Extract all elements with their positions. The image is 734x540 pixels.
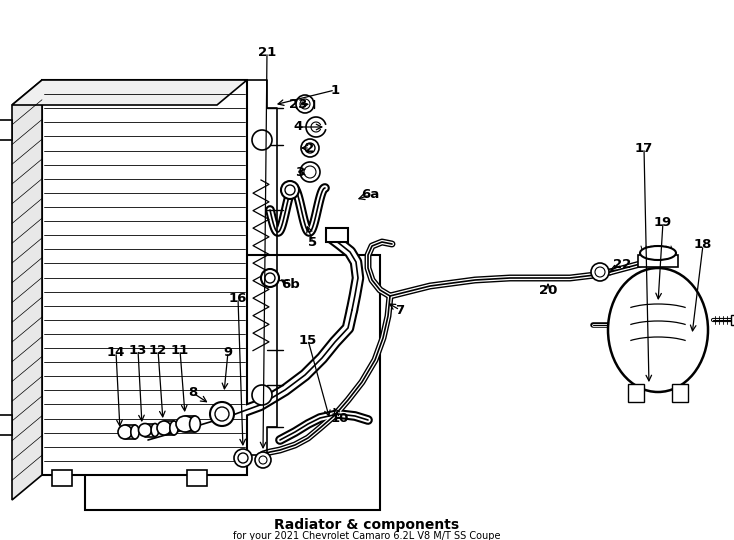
Ellipse shape: [170, 421, 178, 435]
Text: 7: 7: [396, 303, 404, 316]
Text: 11: 11: [171, 343, 189, 356]
Bar: [672, 384, 688, 402]
Circle shape: [238, 453, 248, 463]
Ellipse shape: [139, 423, 151, 436]
Ellipse shape: [131, 425, 139, 439]
Ellipse shape: [157, 421, 171, 435]
Text: 1: 1: [330, 84, 340, 97]
Ellipse shape: [118, 425, 132, 439]
Circle shape: [265, 273, 275, 283]
Ellipse shape: [189, 416, 200, 432]
Circle shape: [261, 269, 279, 287]
Circle shape: [304, 166, 316, 178]
Text: 13: 13: [128, 343, 148, 356]
Circle shape: [595, 267, 605, 277]
Bar: [628, 384, 644, 402]
Text: 6b: 6b: [280, 279, 299, 292]
Bar: [42, 80, 247, 475]
Circle shape: [234, 449, 252, 467]
Text: 18: 18: [694, 239, 712, 252]
Text: 2: 2: [305, 141, 315, 154]
Circle shape: [252, 130, 272, 150]
Text: 5: 5: [308, 235, 318, 248]
Text: 9: 9: [223, 346, 233, 359]
Circle shape: [296, 95, 314, 113]
Text: for your 2021 Chevrolet Camaro 6.2L V8 M/T SS Coupe: for your 2021 Chevrolet Camaro 6.2L V8 M…: [233, 531, 501, 540]
Text: 3: 3: [295, 165, 305, 179]
Bar: [731, 315, 734, 325]
Circle shape: [285, 185, 295, 195]
Bar: [52, 470, 72, 486]
Text: 14: 14: [107, 346, 126, 359]
Bar: [187, 470, 207, 486]
Circle shape: [259, 456, 267, 464]
Text: 6a: 6a: [361, 188, 379, 201]
Text: 17: 17: [635, 141, 653, 154]
Text: 10: 10: [331, 411, 349, 424]
Circle shape: [300, 99, 310, 109]
Text: 8: 8: [189, 387, 197, 400]
Bar: [0, 120, 12, 140]
Bar: [638, 255, 678, 267]
Polygon shape: [12, 80, 247, 105]
Circle shape: [301, 139, 319, 157]
Text: 20: 20: [539, 285, 557, 298]
Circle shape: [300, 162, 320, 182]
Bar: [85, 255, 380, 510]
Circle shape: [281, 181, 299, 199]
Circle shape: [591, 263, 609, 281]
Text: 16: 16: [229, 292, 247, 305]
Text: 23: 23: [288, 98, 308, 111]
Text: Radiator & components: Radiator & components: [275, 518, 459, 532]
Bar: [326, 228, 348, 242]
Circle shape: [215, 407, 229, 421]
Ellipse shape: [608, 268, 708, 392]
Circle shape: [305, 143, 315, 153]
Text: 22: 22: [613, 259, 631, 272]
Text: 19: 19: [654, 215, 672, 228]
Text: 21: 21: [258, 45, 276, 58]
Text: 12: 12: [149, 343, 167, 356]
Circle shape: [210, 402, 234, 426]
Polygon shape: [12, 80, 42, 500]
Ellipse shape: [640, 246, 676, 260]
Ellipse shape: [176, 416, 194, 432]
Text: 15: 15: [299, 334, 317, 347]
Text: 4: 4: [294, 120, 302, 133]
Circle shape: [255, 452, 271, 468]
Bar: [0, 415, 12, 435]
Circle shape: [252, 385, 272, 405]
Ellipse shape: [151, 423, 159, 436]
